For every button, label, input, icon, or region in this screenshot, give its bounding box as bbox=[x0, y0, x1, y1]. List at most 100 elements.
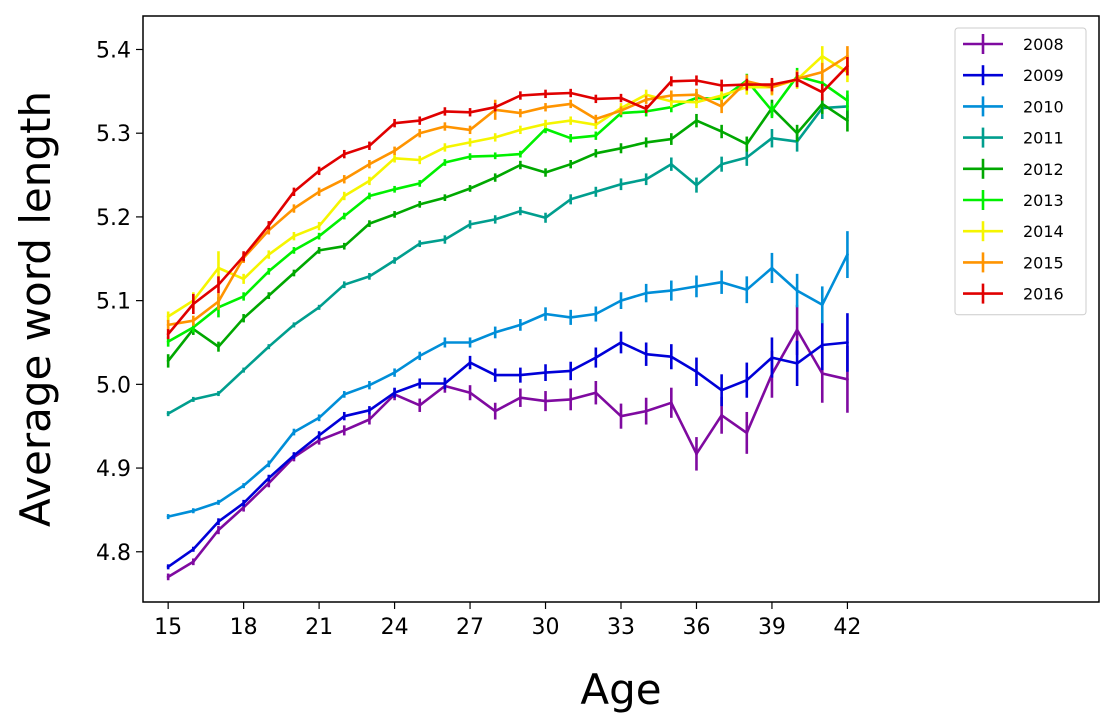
data-point bbox=[619, 109, 623, 112]
data-point bbox=[418, 158, 422, 162]
data-point bbox=[217, 520, 220, 524]
data-point bbox=[644, 107, 648, 111]
data-point bbox=[317, 234, 321, 238]
data-point bbox=[720, 388, 724, 392]
data-point bbox=[619, 96, 623, 100]
data-point bbox=[619, 341, 623, 344]
data-point bbox=[569, 162, 573, 166]
data-point bbox=[569, 102, 573, 106]
data-point bbox=[342, 428, 346, 432]
data-point bbox=[267, 462, 271, 466]
data-point bbox=[368, 274, 371, 278]
data-point bbox=[393, 213, 396, 216]
data-point bbox=[544, 122, 547, 126]
data-point bbox=[770, 136, 774, 140]
data-point bbox=[166, 565, 170, 569]
x-tick-label: 27 bbox=[456, 615, 484, 640]
data-point bbox=[669, 94, 673, 97]
data-point bbox=[292, 207, 296, 210]
data-point bbox=[443, 146, 447, 149]
data-point bbox=[619, 299, 623, 303]
data-point bbox=[493, 409, 497, 413]
data-point bbox=[368, 194, 371, 198]
series-line bbox=[167, 54, 849, 318]
data-point bbox=[267, 481, 271, 485]
series-2009 bbox=[166, 313, 849, 570]
x-axis: 15 18 21 24 27 30 33 36 39 42 bbox=[154, 602, 861, 640]
data-point bbox=[695, 79, 698, 82]
data-point bbox=[191, 509, 195, 513]
data-point bbox=[443, 125, 447, 128]
legend-item: 2008 bbox=[963, 34, 1064, 54]
data-point bbox=[368, 162, 371, 166]
x-tick-label: 33 bbox=[607, 615, 635, 640]
data-point bbox=[166, 315, 170, 318]
data-point bbox=[317, 416, 321, 420]
data-point bbox=[720, 162, 724, 166]
x-tick-label: 36 bbox=[682, 615, 710, 640]
data-point bbox=[644, 291, 648, 295]
data-point bbox=[493, 218, 497, 221]
data-point bbox=[795, 328, 799, 332]
data-point bbox=[594, 117, 598, 121]
data-point bbox=[493, 373, 497, 377]
data-point bbox=[166, 412, 170, 416]
data-point bbox=[795, 362, 799, 365]
data-point bbox=[418, 403, 422, 407]
y-tick-label: 5.4 bbox=[96, 38, 131, 63]
data-point bbox=[342, 214, 346, 218]
data-point bbox=[292, 430, 296, 434]
data-point bbox=[518, 152, 522, 156]
data-point bbox=[770, 266, 774, 270]
data-point bbox=[569, 369, 573, 373]
data-point bbox=[166, 323, 170, 327]
data-point bbox=[468, 391, 472, 395]
data-point bbox=[493, 105, 497, 109]
data-point bbox=[594, 123, 598, 127]
data-point bbox=[317, 224, 321, 228]
data-point bbox=[720, 84, 724, 87]
data-point bbox=[267, 476, 271, 480]
data-point bbox=[418, 119, 422, 123]
data-point bbox=[217, 283, 220, 287]
data-point bbox=[267, 269, 271, 273]
data-point bbox=[695, 119, 698, 123]
y-tick-label: 4.8 bbox=[96, 541, 131, 566]
data-point bbox=[820, 303, 824, 307]
data-point bbox=[317, 439, 321, 442]
data-point bbox=[846, 99, 849, 102]
legend-label: 2010 bbox=[1023, 97, 1064, 116]
data-point bbox=[594, 190, 598, 194]
data-point bbox=[544, 92, 547, 96]
data-point bbox=[342, 194, 346, 198]
legend-item: 2013 bbox=[963, 190, 1064, 210]
data-point bbox=[468, 361, 472, 364]
x-tick-label: 39 bbox=[758, 615, 786, 640]
data-point bbox=[518, 373, 522, 377]
data-point bbox=[518, 163, 522, 167]
data-point bbox=[544, 216, 547, 220]
data-point bbox=[342, 283, 346, 287]
data-point bbox=[644, 177, 648, 181]
data-point bbox=[594, 151, 598, 155]
legend-item: 2011 bbox=[963, 127, 1064, 148]
data-point bbox=[242, 506, 246, 509]
data-point bbox=[594, 97, 598, 101]
data-point bbox=[569, 315, 573, 319]
legend-item: 2016 bbox=[963, 283, 1064, 304]
data-point bbox=[418, 202, 422, 206]
legend-box bbox=[954, 27, 1087, 316]
data-point bbox=[368, 418, 371, 421]
data-point bbox=[493, 176, 497, 179]
data-point bbox=[544, 105, 547, 109]
series-layer bbox=[166, 46, 849, 581]
series-2008 bbox=[166, 304, 849, 581]
data-point bbox=[544, 127, 547, 131]
data-point bbox=[619, 414, 623, 418]
data-point bbox=[393, 156, 396, 160]
data-point bbox=[594, 391, 598, 395]
data-point bbox=[267, 223, 271, 227]
data-point bbox=[795, 78, 799, 82]
data-point bbox=[317, 190, 321, 194]
data-point bbox=[544, 371, 547, 375]
